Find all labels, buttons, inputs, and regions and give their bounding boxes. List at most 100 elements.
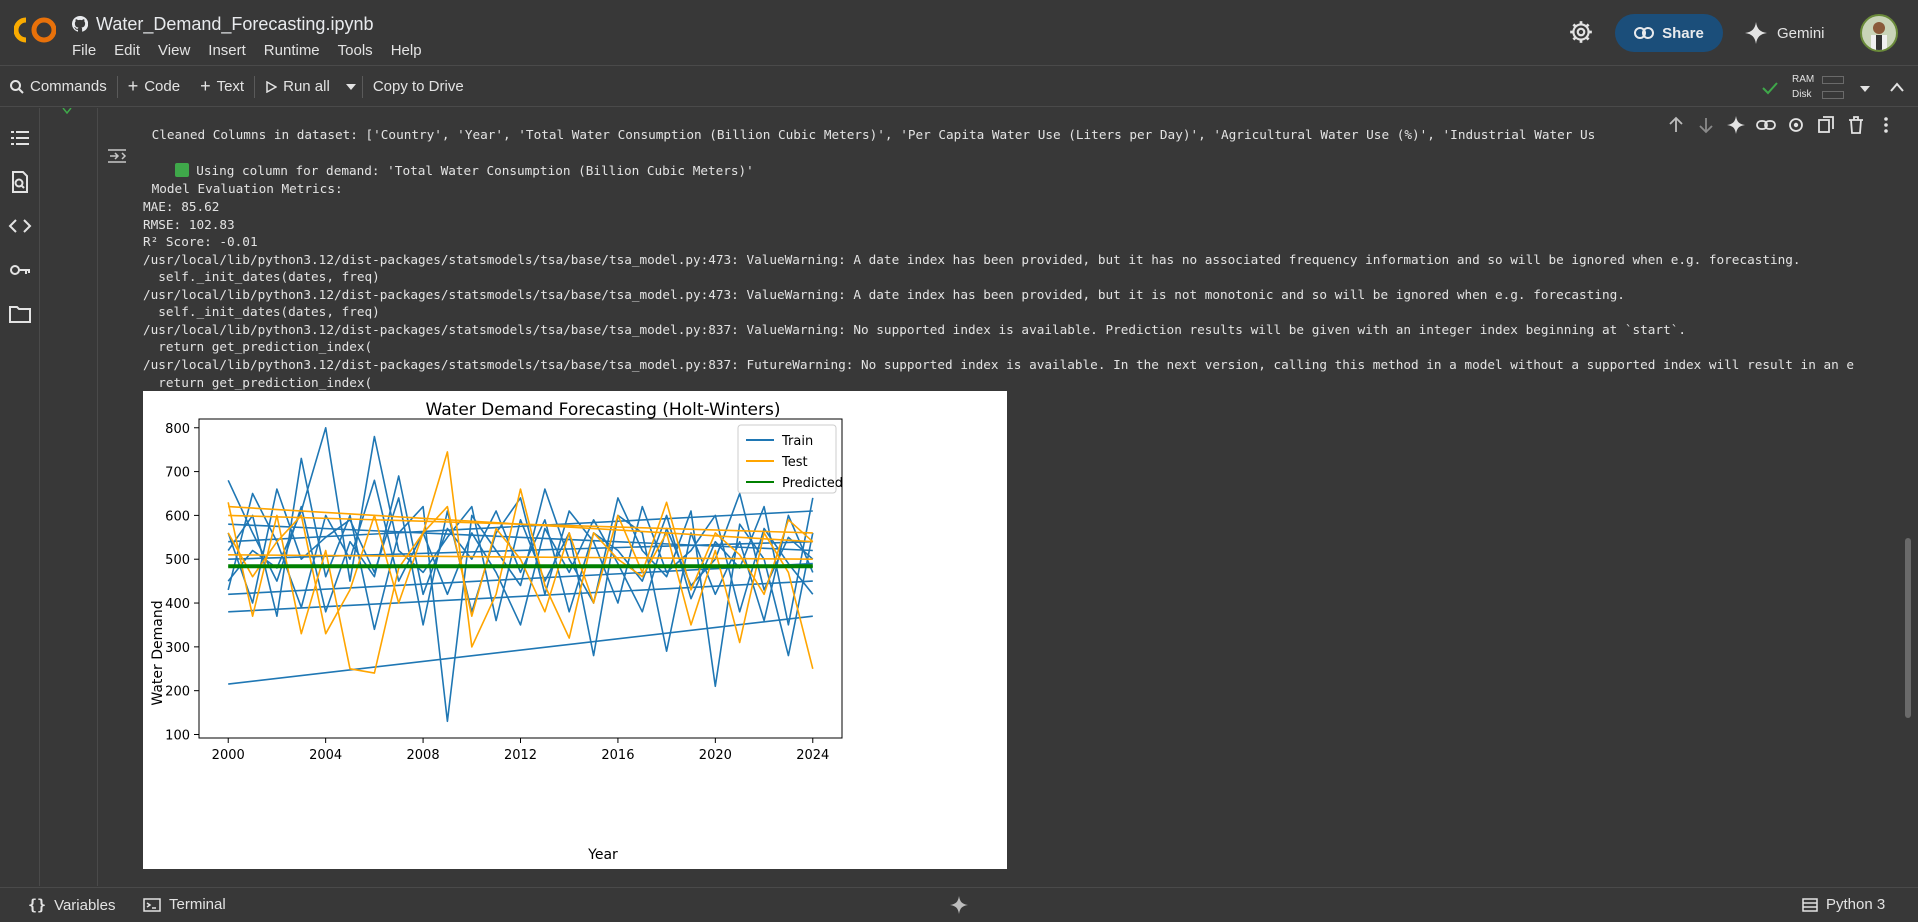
scrollbar[interactable] [1903,120,1913,880]
check-icon [174,163,189,177]
disk-bar [1822,91,1844,99]
plus-icon: + [127,76,139,96]
commands-button[interactable]: Commands [0,67,117,107]
x-axis-label: Year [587,847,618,863]
output-icon[interactable] [106,146,130,166]
scrollbar-thumb[interactable] [1905,538,1911,718]
menu-help[interactable]: Help [390,42,422,59]
mirror-icon[interactable] [1816,115,1836,135]
y-tick-label: 200 [165,685,190,700]
run-all-label: Run all [283,78,330,95]
y-tick-label: 600 [165,509,190,524]
folder-icon[interactable] [8,302,32,326]
commands-label: Commands [30,78,107,95]
arrow-down-icon[interactable] [1696,115,1716,135]
add-code-button[interactable]: + Code [118,67,190,107]
settings-icon[interactable] [1786,115,1806,135]
output-line: Cleaned Columns in dataset: ['Country', … [144,127,1596,142]
key-icon[interactable] [8,258,32,282]
sparkle-icon[interactable] [1726,115,1746,135]
github-icon [72,16,88,32]
toc-icon[interactable] [8,126,32,150]
x-tick-label: 2008 [407,748,440,763]
terminal-button[interactable]: Terminal [143,896,226,913]
plus-icon: + [200,76,211,96]
series-line-train [228,615,813,685]
forecast-chart: Water Demand Forecasting (Holt-Winters) … [143,391,1007,869]
more-icon[interactable] [1876,115,1896,135]
output-line: self._init_dates(dates, freq) [143,304,380,319]
series-line-train [228,510,813,543]
terminal-label: Terminal [169,896,226,913]
legend-label-predicted: Predicted [782,476,843,491]
variables-icon: {} [28,896,47,914]
variables-button[interactable]: {} Variables [28,896,115,914]
find-icon[interactable] [8,170,32,194]
menu-runtime[interactable]: Runtime [263,42,320,59]
gemini-button[interactable]: Gemini [1745,16,1825,50]
legend-label-test: Test [781,455,808,470]
output-line: R² Score: -0.01 [143,234,258,249]
x-tick-label: 2016 [601,748,634,763]
series-line-test [228,554,813,560]
chart-svg: Water Demand Forecasting (Holt-Winters) … [150,400,843,863]
series-line-test [227,501,814,635]
series-line-train [227,427,814,657]
toolbar-divider [116,75,118,98]
y-tick-label: 100 [165,728,190,743]
chevron-up-icon[interactable] [1890,82,1904,92]
series-line-train [228,562,813,596]
link-icon[interactable] [1756,115,1776,135]
series-line-test [228,514,813,534]
gemini-label: Gemini [1777,24,1825,42]
code-icon[interactable] [8,214,32,238]
output-line: /usr/local/lib/python3.12/dist-packages/… [143,357,1855,372]
toolbar-divider [361,75,363,98]
menu-edit[interactable]: Edit [114,42,141,59]
app-header: Water_Demand_Forecasting.ipynb File Edit… [0,0,1918,66]
notebook-toolbar: Commands + Code + Text Run all Copy to D… [0,67,1918,107]
kernel-label: Python 3 [1826,896,1886,913]
y-tick-label: 700 [165,466,190,481]
output-line: self._init_dates(dates, freq) [143,269,380,284]
y-tick-label: 500 [165,553,190,568]
kernel-status[interactable]: Python 3 [1802,896,1885,913]
add-text-button[interactable]: + Text [190,67,254,107]
chart-title: Water Demand Forecasting (Holt-Winters) [426,400,781,420]
chevron-down-icon[interactable] [62,108,72,114]
gear-icon[interactable] [1568,19,1594,45]
output-line: return get_prediction_index( [143,375,373,390]
colab-logo-icon[interactable] [14,14,56,46]
menu-tools[interactable]: Tools [337,42,373,59]
series-line-train [227,457,814,723]
arrow-up-icon[interactable] [1666,115,1686,135]
y-tick-label: 800 [165,422,190,437]
avatar[interactable] [1860,14,1898,52]
copy-to-drive-button[interactable]: Copy to Drive [363,67,474,107]
search-icon [10,79,24,94]
output-line: Model Evaluation Metrics: [144,181,343,196]
cell-action-bar [1630,112,1900,138]
text-label: Text [216,78,245,95]
output-line: /usr/local/lib/python3.12/dist-packages/… [143,287,1625,302]
menu-view[interactable]: View [158,42,191,59]
series-line-test [227,451,814,674]
notebook-title[interactable]: Water_Demand_Forecasting.ipynb [96,13,374,34]
resources-indicator[interactable]: RAM Disk [1752,72,1872,104]
series-line-train [228,523,813,552]
x-tick-label: 2024 [796,748,829,763]
trash-icon[interactable] [1846,115,1866,135]
menu-file[interactable]: File [72,42,97,59]
output-line: Using column for demand: 'Total Water Co… [196,163,754,178]
run-options-dropdown[interactable] [340,67,362,107]
gemini-sparkle-icon[interactable] [950,896,968,914]
chevron-down-icon[interactable] [1860,86,1870,92]
y-axis-label: Water Demand [150,600,166,705]
output-line: return get_prediction_index( [143,339,373,354]
output-line: /usr/local/lib/python3.12/dist-packages/… [143,322,1686,337]
menu-insert[interactable]: Insert [208,42,246,59]
share-button[interactable]: Share [1615,14,1723,52]
run-all-button[interactable]: Run all [255,67,340,107]
code-label: Code [144,78,181,95]
legend-box [737,424,837,494]
